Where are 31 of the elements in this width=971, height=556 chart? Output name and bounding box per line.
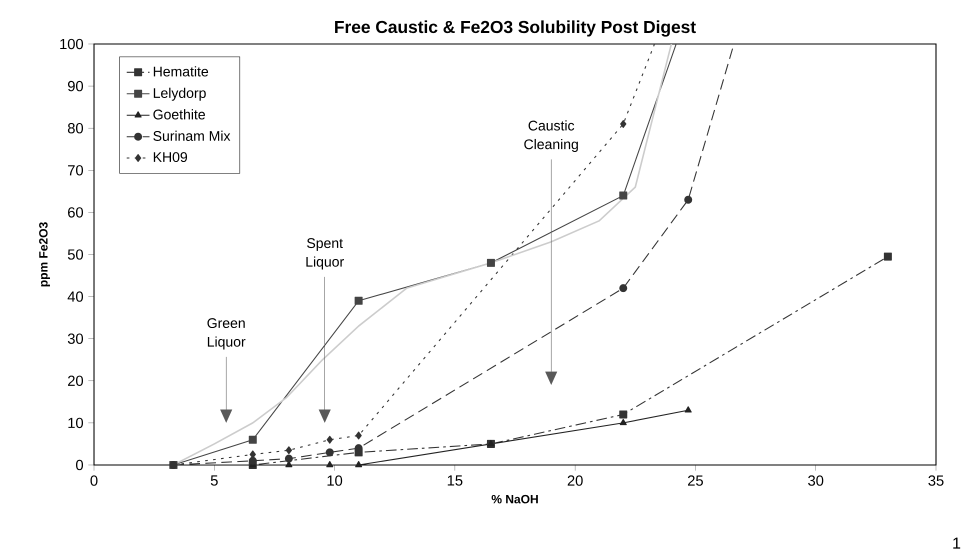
x-tick-label: 20 <box>568 475 583 486</box>
legend-label: Hematite <box>154 66 208 77</box>
y-axis-title: ppm Fe2O3 <box>39 222 50 286</box>
y-tick-label: 50 <box>68 249 84 260</box>
x-tick-label: 15 <box>448 475 462 486</box>
y-tick-label: 60 <box>68 207 84 218</box>
x-tick-label: 5 <box>210 475 218 486</box>
x-tick-label: 30 <box>808 475 824 486</box>
y-tick-label: 80 <box>68 123 84 134</box>
y-tick-label: 100 <box>60 38 84 50</box>
y-tick-label: 30 <box>68 334 84 344</box>
annotation: Caustic Cleaning <box>524 120 578 152</box>
y-tick-label: 70 <box>68 165 84 176</box>
legend-label: KH09 <box>154 152 188 162</box>
legend-label: Surinam Mix <box>153 130 230 141</box>
y-tick-label: 40 <box>68 291 84 302</box>
x-tick-label: 35 <box>928 475 944 486</box>
x-tick-label: 25 <box>688 475 703 486</box>
legend-label: Lelydorp <box>154 88 206 101</box>
y-tick-label: 0 <box>76 460 84 470</box>
annotation: Green Liquor <box>207 318 246 350</box>
x-tick-label: 0 <box>90 475 98 486</box>
y-tick-label: 10 <box>68 418 84 428</box>
x-axis-title: % NaOH <box>492 494 538 504</box>
annotation: Spent Liquor <box>306 238 344 270</box>
y-tick-label: 90 <box>68 80 84 92</box>
text: 1 <box>953 538 960 549</box>
chart-title: Free Caustic & Fe2O3 Solubility Post Digest <box>335 20 696 37</box>
y-tick-label: 20 <box>68 376 84 386</box>
x-tick-label: 10 <box>328 475 342 486</box>
legend-label: Goethite <box>153 109 205 120</box>
